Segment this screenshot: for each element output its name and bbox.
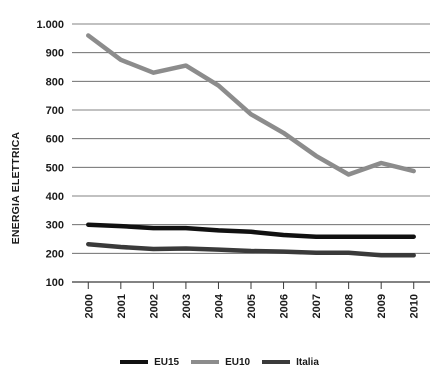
x-tick-label: 2004 [213,293,225,318]
x-tick-label: 2001 [116,294,128,318]
x-tick-label: 2008 [344,294,356,318]
x-tick-label: 2002 [148,294,160,318]
series-lines [86,33,416,258]
x-tick-label: 2005 [246,294,258,318]
y-tick-label: 200 [46,248,64,260]
y-tick-label: 100 [46,277,64,289]
x-tick-label: 2009 [376,294,388,318]
y-tick-label: 800 [46,76,64,88]
x-tick-label: 2010 [409,294,421,318]
legend-swatch [262,360,291,364]
x-tick-label: 2006 [279,294,291,318]
y-tick-label: 700 [46,105,64,117]
y-tick-label: 300 [46,220,64,232]
y-tick-label: 500 [46,162,64,174]
y-tick-label: 400 [46,191,64,203]
y-axis-label: ENERGIA ELETTRICA [10,131,22,244]
x-tick-label: 2003 [181,294,193,318]
legend-swatch [191,360,220,364]
legend-item-eu15: EU15 [120,357,179,368]
legend-label: EU10 [225,356,251,368]
y-tick-label: 1.000 [36,19,64,31]
legend-label: Italia [296,356,319,368]
series-line-italia [86,241,416,258]
y-tick-label: 600 [46,134,64,146]
legend-label: EU15 [154,356,180,368]
legend-item-eu10: EU10 [191,357,250,368]
x-tick-label: 2007 [311,294,323,318]
series-line-eu15 [86,222,416,239]
x-tick-label: 2000 [83,294,95,318]
y-tick-label: 900 [46,48,64,60]
y-axis-ticks: 100 200 300 400 500 600 700 800 900 1.000 [36,19,64,289]
series-line-eu10 [86,33,416,177]
legend-swatch [120,360,149,364]
legend: EU15 EU10 Italia [0,352,439,372]
x-axis: 2000 2001 2002 2003 2004 2005 2006 2007 2008 2009… [83,282,421,318]
legend-item-italia: Italia [262,357,319,368]
